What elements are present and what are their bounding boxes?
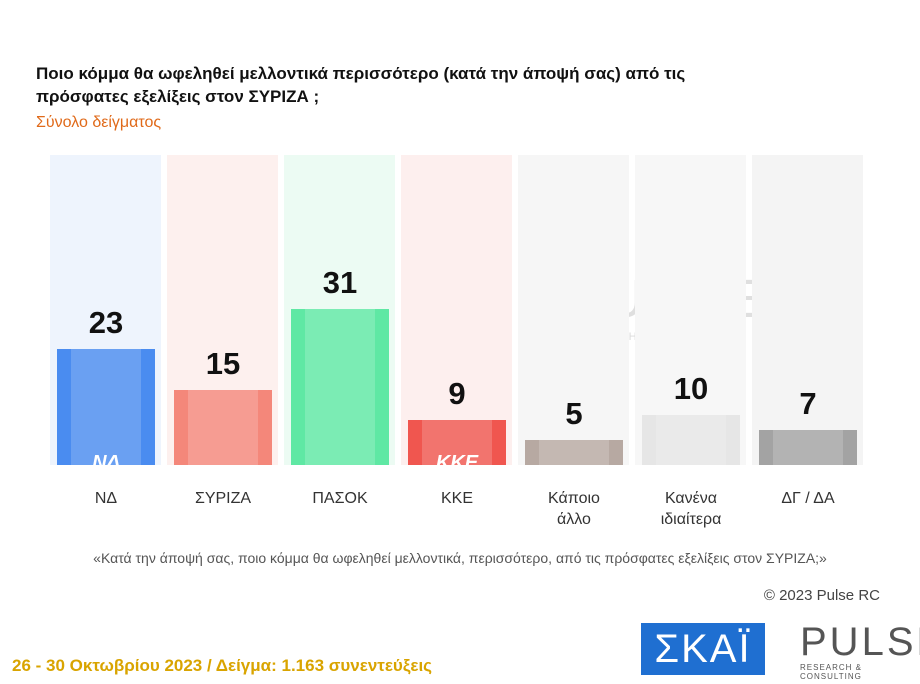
value-label: 5 xyxy=(565,395,583,431)
copyright: © 2023 Pulse RC xyxy=(763,587,880,604)
value-label: 15 xyxy=(205,345,241,381)
value-label: 10 xyxy=(673,370,709,406)
value-label: 7 xyxy=(799,385,817,421)
bar xyxy=(291,309,389,465)
value-label: 23 xyxy=(88,305,124,341)
value-label: 9 xyxy=(448,375,466,411)
party-logo: ΝΔ xyxy=(92,452,120,474)
x-tick-label: ΔΓ / ΔΑ xyxy=(781,490,835,507)
bar xyxy=(408,419,506,465)
x-tick-label: ΠΑΣΟΚ xyxy=(312,490,368,507)
x-tick-label: ΣΥΡΙΖΑ xyxy=(194,490,252,507)
bar xyxy=(525,439,623,465)
skai-logo: ΣΚΑΪ xyxy=(641,623,765,675)
x-tick-label: Κάποιο άλλο xyxy=(548,490,600,528)
pulse-logo-sub: RESEARCH & CONSULTING xyxy=(800,663,863,681)
question-note: «Κατά την άποψή σας, ποιο κόμμα θα ωφελη… xyxy=(93,550,827,566)
pulse-logo: PULSE xyxy=(800,620,920,664)
column-background xyxy=(752,155,863,465)
bar xyxy=(759,429,857,465)
chart-title: Ποιο κόμμα θα ωφεληθεί μελλοντικά περισσ… xyxy=(36,64,686,106)
column-background xyxy=(635,155,746,465)
x-tick-label: ΝΔ xyxy=(94,490,118,507)
bar xyxy=(174,389,272,465)
bar xyxy=(57,349,155,465)
column-background xyxy=(401,155,512,465)
bar xyxy=(642,414,740,465)
chart-subtitle: Σύνολο δείγματος xyxy=(36,114,162,131)
column-background xyxy=(518,155,629,465)
x-tick-label: ΚΚΕ xyxy=(440,490,473,507)
party-logo: ΚΚΕ xyxy=(435,452,479,474)
value-label: 31 xyxy=(322,265,358,300)
fieldwork: 26 - 30 Οκτωβρίου 2023 / Δείγμα: 1.163 σ… xyxy=(12,656,433,675)
x-tick-label: Κανένα ιδιαίτερα xyxy=(660,490,722,528)
